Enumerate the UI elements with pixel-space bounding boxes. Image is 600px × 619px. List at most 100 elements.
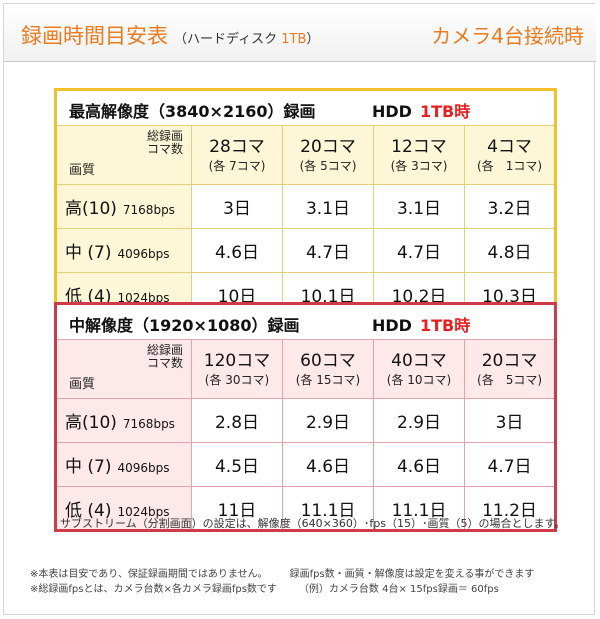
corner-cell: 総録画 コマ数 画質 (55, 339, 192, 399)
row-label: 中 (7) 4096bps (55, 442, 192, 487)
column-per-camera: (各 30コマ) (204, 372, 270, 387)
quality-header: 画質 (69, 377, 96, 392)
quality-label: 高(10) (65, 413, 117, 433)
column-header: 4コマ (各 1コマ) (463, 125, 557, 185)
footnote: ※総録画fpsとは、カメラ台数×各カメラ録画fps数です （例）カメラ台数 4台×… (30, 580, 499, 595)
duration-cell: 2.9日 (282, 398, 374, 443)
duration-cell: 11.1日 (282, 486, 374, 531)
column-header: 28コマ (各 7コマ) (191, 125, 283, 185)
camera-count-label: カメラ4台接続時 (431, 24, 584, 48)
page-subtitle: （ハードディスク 1TB） (174, 32, 319, 47)
table-row: 高(10) 7168bps 3日 3.1日 3.1日 3.2日 (55, 184, 557, 229)
footnote-text: 録画fps数・画質・解像度は設定を変える事ができます (289, 569, 535, 580)
frames-header-line1: 総録画 (146, 129, 183, 143)
duration-cell: 11日 (191, 486, 283, 531)
row-label: 高(10) 7168bps (55, 398, 192, 443)
table-medium-resolution: 中解像度（1920×1080）録画 HDD 1TB時 総録画 コマ数 画質 120コ… (54, 302, 558, 532)
row-label: 高(10) 7168bps (55, 184, 192, 229)
column-per-camera: (各 1コマ) (477, 158, 543, 173)
frames-header-line2: コマ数 (146, 356, 183, 370)
table-header-row: 総録画 コマ数 画質 28コマ (各 7コマ) 20コマ (各 5コマ) 12コマ (各… (55, 125, 557, 185)
page-header: 録画時間目安表 （ハードディスク 1TB） カメラ4台接続時 (4, 4, 596, 62)
duration-cell: 2.8日 (191, 398, 283, 443)
column-per-camera: (各 15コマ) (295, 372, 361, 387)
duration-cell: 4.5日 (191, 442, 283, 487)
column-per-camera: (各 5コマ) (299, 158, 357, 173)
corner-cell: 総録画 コマ数 画質 (55, 125, 192, 185)
row-label: 中 (7) 4096bps (55, 228, 192, 273)
frames-header-line1: 総録画 (146, 343, 183, 357)
hdd-label: HDD (372, 316, 412, 335)
table-caption-row: 最高解像度（3840×2160）録画 HDD 1TB時 (54, 89, 557, 126)
quality-label: 高(10) (65, 199, 117, 219)
duration-cell: 4.6日 (373, 442, 465, 487)
subtitle-pre: （ハードディスク (174, 32, 282, 47)
column-header: 20コマ (各 5コマ) (463, 339, 557, 399)
quality-header: 画質 (69, 163, 96, 178)
column-frames: 12コマ (391, 136, 447, 157)
row-label: 低 (4) 1024bps (55, 486, 192, 531)
duration-cell: 4.6日 (282, 442, 374, 487)
frames-header: 総録画 コマ数 (147, 344, 183, 370)
table-title: 中解像度（1920×1080）録画 (69, 316, 300, 335)
duration-cell: 4.7日 (282, 228, 374, 273)
duration-cell: 11.1日 (373, 486, 465, 531)
hdd-value: 1TB時 (419, 102, 471, 121)
column-per-camera: (各 5コマ) (477, 372, 543, 387)
bitrate-label: 4096bps (117, 247, 170, 261)
title-text: 録画時間目安表 (21, 24, 168, 48)
table-row: 低 (4) 1024bps 11日 11.1日 11.1日 11.2日 (55, 486, 557, 531)
duration-cell: 3.1日 (282, 184, 374, 229)
column-header: 60コマ (各 15コマ) (282, 339, 374, 399)
table-row: 高(10) 7168bps 2.8日 2.9日 2.9日 3日 (55, 398, 557, 443)
column-frames: 40コマ (391, 350, 447, 371)
bitrate-label: 7168bps (122, 203, 175, 217)
duration-cell: 3日 (463, 398, 557, 443)
column-frames: 28コマ (209, 136, 265, 157)
column-frames: 20コマ (300, 136, 356, 157)
quality-label: 中 (7) (65, 243, 112, 263)
table-high-resolution: 最高解像度（3840×2160）録画 HDD 1TB時 総録画 コマ数 画質 28コ… (54, 88, 558, 318)
frames-header-line2: コマ数 (146, 142, 183, 156)
subtitle-post: ） (306, 32, 320, 47)
hdd-capacity: HDD 1TB時 (372, 312, 470, 336)
column-frames: 20コマ (481, 350, 538, 371)
duration-cell: 4.7日 (373, 228, 465, 273)
duration-cell: 3日 (191, 184, 283, 229)
bitrate-label: 1024bps (117, 504, 170, 519)
column-header: 20コマ (各 5コマ) (282, 125, 374, 185)
hdd-capacity: HDD 1TB時 (372, 98, 470, 122)
table-row: 中 (7) 4096bps 4.5日 4.6日 4.6日 4.7日 (55, 442, 557, 487)
footnote-text: ※総録画fpsとは、カメラ台数×各カメラ録画fps数です (30, 584, 277, 595)
column-header: 12コマ (各 3コマ) (373, 125, 465, 185)
duration-cell: 4.7日 (463, 442, 557, 487)
column-frames: 60コマ (300, 350, 356, 371)
column-per-camera: (各 3コマ) (390, 158, 448, 173)
hdd-label: HDD (372, 102, 412, 121)
subtitle-capacity: 1TB (281, 32, 307, 47)
bitrate-label: 1024bps (117, 290, 170, 305)
quality-label: 低 (4) (65, 286, 112, 307)
duration-cell: 3.2日 (463, 184, 557, 229)
quality-label: 低 (4) (65, 500, 112, 521)
bitrate-label: 4096bps (117, 461, 170, 475)
column-per-camera: (各 7コマ) (208, 158, 266, 173)
hdd-value: 1TB時 (419, 316, 471, 335)
table-caption-row: 中解像度（1920×1080）録画 HDD 1TB時 (54, 303, 557, 340)
page-title: 録画時間目安表 （ハードディスク 1TB） (21, 23, 319, 53)
table-row: 中 (7) 4096bps 4.6日 4.7日 4.7日 4.8日 (55, 228, 557, 273)
footnote: ※本表は目安であり、保証録画期間ではありません。 録画fps数・画質・解像度は設定… (30, 565, 534, 580)
table-header-row: 総録画 コマ数 画質 120コマ (各 30コマ) 60コマ (各 15コマ) 40コ… (55, 339, 557, 399)
page-frame: 録画時間目安表 （ハードディスク 1TB） カメラ4台接続時 (3, 3, 596, 615)
frames-header: 総録画 コマ数 (147, 130, 183, 156)
column-per-camera: (各 10コマ) (386, 372, 452, 387)
column-frames: 120コマ (203, 350, 271, 371)
column-frames: 4コマ (487, 136, 532, 157)
table-title: 最高解像度（3840×2160）録画 (69, 102, 316, 121)
footnote-text: （例）カメラ台数 4台× 15fps録画＝ 60fps (298, 584, 499, 595)
quality-label: 中 (7) (65, 457, 112, 477)
column-header: 40コマ (各 10コマ) (373, 339, 465, 399)
bitrate-label: 7168bps (122, 417, 175, 431)
column-header: 120コマ (各 30コマ) (191, 339, 283, 399)
duration-cell: 4.6日 (191, 228, 283, 273)
